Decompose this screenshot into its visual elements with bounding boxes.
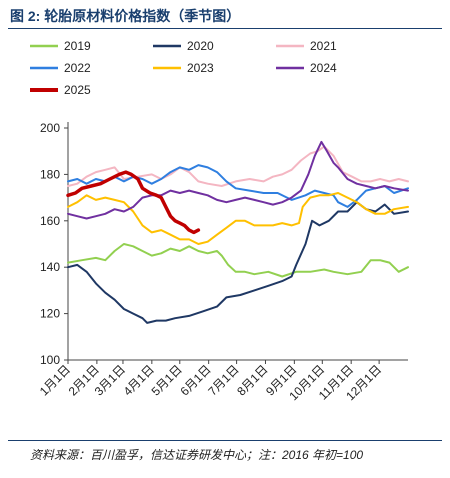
legend-label-2024: 2024 — [310, 61, 337, 75]
y-tick-label: 140 — [40, 260, 60, 274]
figure-title: 图 2: 轮胎原材料价格指数（季节图） — [10, 8, 241, 24]
x-tick-label: 8月1日 — [234, 362, 270, 398]
legend-label-2023: 2023 — [187, 61, 214, 75]
y-tick-label: 100 — [40, 353, 60, 367]
y-tick-label: 120 — [40, 307, 60, 321]
plot-area — [66, 140, 409, 324]
x-tick-label: 1月1日 — [37, 362, 73, 398]
line-chart: 2019 2020 2021 2022 2023 2024 2025 100 120 140 16… — [30, 39, 409, 403]
x-tick-label: 7月1日 — [205, 362, 241, 398]
series-line-2022 — [67, 164, 409, 208]
y-tick-label: 200 — [40, 121, 60, 135]
x-tick-label: 4月1日 — [121, 362, 157, 398]
legend-label-2021: 2021 — [310, 39, 337, 53]
source-note: 资料来源：百川盈孚，信达证券研发中心；注：2016 年初=100 — [30, 448, 364, 462]
legend-label-2020: 2020 — [187, 39, 214, 53]
legend-label-2019: 2019 — [64, 39, 91, 53]
series-line-2019 — [67, 243, 409, 278]
series-line-2023 — [67, 192, 409, 245]
series-line-2024 — [67, 140, 409, 220]
series-line-2020 — [67, 201, 409, 324]
y-tick-label: 180 — [40, 167, 60, 181]
chart-legend: 2019 2020 2021 2022 2023 2024 2025 — [30, 39, 337, 97]
title-rule — [8, 28, 442, 29]
x-tick-label: 6月1日 — [177, 362, 213, 398]
x-tick-label: 5月1日 — [149, 362, 185, 398]
series-line-2021 — [67, 145, 409, 187]
legend-label-2022: 2022 — [64, 61, 91, 75]
legend-label-2025: 2025 — [64, 83, 91, 97]
y-tick-label: 160 — [40, 214, 60, 228]
source-rule — [8, 440, 442, 441]
chart-axes: 1001201401601802001月1日2月1日3月1日4月1日5月1日6月… — [37, 121, 408, 403]
series-line-2025 — [66, 170, 201, 235]
